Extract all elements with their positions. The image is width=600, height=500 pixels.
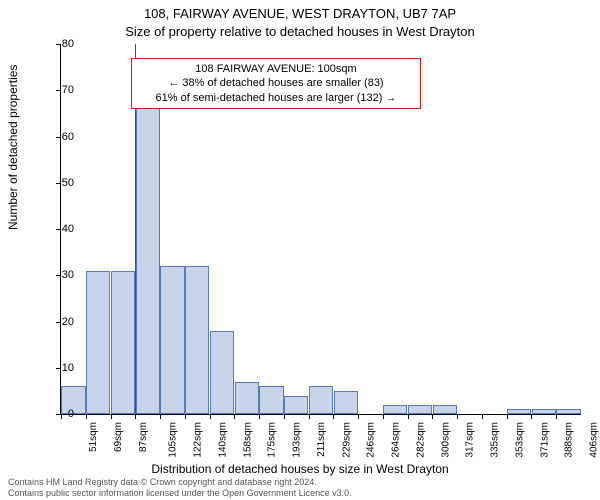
x-tick-mark <box>135 414 136 419</box>
x-tick-mark <box>234 414 235 419</box>
x-tick-label: 335sqm <box>490 422 501 458</box>
footer-line2: Contains public sector information licen… <box>8 488 352 498</box>
x-tick-label: 51sqm <box>88 422 99 452</box>
x-tick-mark <box>457 414 458 419</box>
y-tick-label: 10 <box>44 362 74 374</box>
y-tick-label: 70 <box>44 84 74 96</box>
histogram-bar <box>532 409 556 414</box>
x-tick-mark <box>185 414 186 419</box>
histogram-bar <box>507 409 531 414</box>
histogram-bar <box>556 409 580 414</box>
x-tick-label: 317sqm <box>465 422 476 458</box>
histogram-bar <box>210 331 234 414</box>
x-tick-mark <box>333 414 334 419</box>
x-tick-mark <box>259 414 260 419</box>
x-tick-mark <box>284 414 285 419</box>
chart-title-address: 108, FAIRWAY AVENUE, WEST DRAYTON, UB7 7… <box>0 6 600 21</box>
x-tick-mark <box>482 414 483 419</box>
y-tick-label: 0 <box>44 408 74 420</box>
x-tick-label: 105sqm <box>168 422 179 458</box>
histogram-bar <box>160 266 184 414</box>
x-tick-mark <box>556 414 557 419</box>
x-tick-label: 69sqm <box>113 422 124 452</box>
x-tick-mark <box>432 414 433 419</box>
histogram-bar <box>284 396 308 415</box>
x-tick-mark <box>358 414 359 419</box>
x-tick-label: 140sqm <box>217 422 228 458</box>
footer-line1: Contains HM Land Registry data © Crown c… <box>8 477 317 487</box>
x-axis-label: Distribution of detached houses by size … <box>0 462 600 476</box>
chart-title-subtitle: Size of property relative to detached ho… <box>0 24 600 39</box>
histogram-bar <box>309 386 333 414</box>
histogram-bar <box>433 405 457 414</box>
y-tick-label: 60 <box>44 131 74 143</box>
x-tick-label: 388sqm <box>564 422 575 458</box>
x-tick-label: 371sqm <box>539 422 550 458</box>
x-tick-label: 246sqm <box>366 422 377 458</box>
y-tick-label: 50 <box>44 177 74 189</box>
x-tick-label: 122sqm <box>193 422 204 458</box>
x-tick-mark <box>210 414 211 419</box>
annotation-line2: ← 38% of detached houses are smaller (83… <box>138 76 414 90</box>
annotation-box: 108 FAIRWAY AVENUE: 100sqm← 38% of detac… <box>131 58 421 109</box>
footer-attribution: Contains HM Land Registry data © Crown c… <box>8 477 592 498</box>
annotation-line3: 61% of semi-detached houses are larger (… <box>138 91 414 105</box>
x-tick-label: 175sqm <box>267 422 278 458</box>
x-tick-label: 87sqm <box>138 422 149 452</box>
x-tick-mark <box>383 414 384 419</box>
x-tick-label: 264sqm <box>391 422 402 458</box>
histogram-bar <box>136 104 160 414</box>
x-tick-mark <box>86 414 87 419</box>
y-tick-label: 30 <box>44 269 74 281</box>
histogram-bar <box>408 405 432 414</box>
x-tick-label: 193sqm <box>292 422 303 458</box>
x-tick-mark <box>507 414 508 419</box>
histogram-bar <box>185 266 209 414</box>
histogram-bar <box>334 391 358 414</box>
x-tick-label: 353sqm <box>515 422 526 458</box>
x-tick-mark <box>160 414 161 419</box>
y-tick-label: 80 <box>44 38 74 50</box>
x-tick-label: 406sqm <box>589 422 600 458</box>
y-axis-label: Number of detached properties <box>6 65 20 230</box>
histogram-bar <box>86 271 110 414</box>
x-tick-label: 282sqm <box>415 422 426 458</box>
x-tick-label: 211sqm <box>316 422 327 457</box>
x-tick-label: 229sqm <box>341 422 352 458</box>
x-tick-label: 158sqm <box>242 422 253 458</box>
x-tick-mark <box>111 414 112 419</box>
x-tick-label: 300sqm <box>440 422 451 458</box>
histogram-chart: 108, FAIRWAY AVENUE, WEST DRAYTON, UB7 7… <box>0 0 600 500</box>
annotation-line1: 108 FAIRWAY AVENUE: 100sqm <box>138 62 414 76</box>
y-tick-label: 40 <box>44 223 74 235</box>
histogram-bar <box>383 405 407 414</box>
x-tick-mark <box>309 414 310 419</box>
y-tick-label: 20 <box>44 316 74 328</box>
histogram-bar <box>259 386 283 414</box>
histogram-bar <box>235 382 259 414</box>
x-tick-mark <box>531 414 532 419</box>
plot-area: 108 FAIRWAY AVENUE: 100sqm← 38% of detac… <box>60 44 581 415</box>
histogram-bar <box>111 271 135 414</box>
x-tick-mark <box>408 414 409 419</box>
